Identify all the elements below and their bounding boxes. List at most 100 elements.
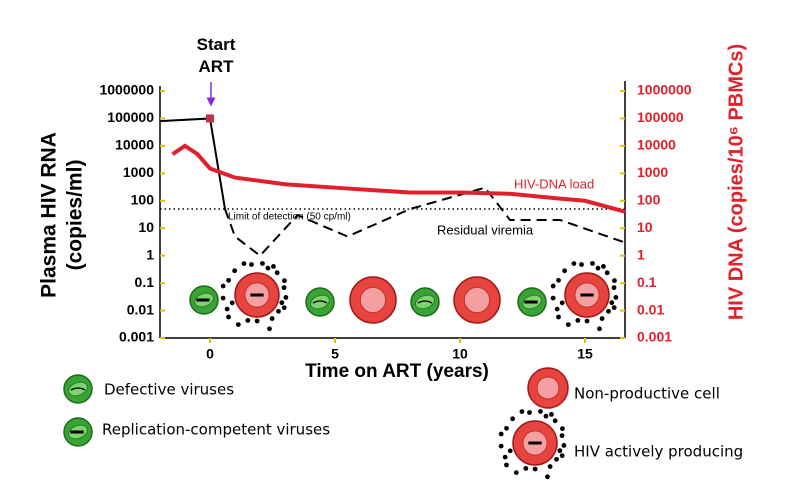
x-tick-label: 15 bbox=[577, 346, 593, 362]
y2-tick-label: 100000 bbox=[637, 109, 684, 125]
y-tick-label: 0.001 bbox=[119, 329, 154, 345]
cell-legend-label: HIV actively producing bbox=[574, 443, 743, 461]
virion bbox=[552, 418, 558, 424]
virion bbox=[554, 456, 559, 462]
virion bbox=[235, 322, 241, 328]
series-label: Residual viremia bbox=[437, 222, 534, 237]
virion bbox=[562, 268, 568, 274]
start-art-line1: Start ART bbox=[197, 35, 236, 76]
genome bbox=[70, 387, 86, 391]
virion bbox=[502, 454, 508, 460]
y-axis-title: (copies/ml) bbox=[64, 160, 87, 271]
virion bbox=[549, 411, 554, 417]
y2-tick-label: 1000 bbox=[637, 164, 668, 180]
virion bbox=[560, 426, 565, 432]
virion bbox=[571, 261, 577, 267]
red-nucleus bbox=[463, 286, 491, 314]
virion bbox=[271, 263, 276, 269]
virion bbox=[226, 314, 231, 320]
start-marker bbox=[206, 114, 214, 123]
limit-label: Limit of detection (50 cp/ml) bbox=[228, 212, 351, 223]
virion bbox=[584, 318, 590, 324]
virion bbox=[498, 431, 504, 437]
virion bbox=[604, 270, 610, 276]
virion bbox=[599, 316, 605, 321]
virion bbox=[538, 409, 543, 414]
virion bbox=[282, 278, 287, 284]
y-tick-label: 10000 bbox=[115, 137, 154, 153]
y2-tick-label: 10 bbox=[637, 219, 653, 235]
series-label: HIV-DNA load bbox=[514, 176, 594, 191]
y2-tick-label: 1000000 bbox=[637, 82, 692, 98]
cell-legend-label: Non-productive cell bbox=[574, 385, 720, 403]
virion bbox=[269, 316, 275, 321]
virion bbox=[283, 295, 289, 300]
y-tick-label: 1000 bbox=[123, 164, 154, 180]
virion bbox=[249, 262, 254, 267]
virion bbox=[559, 433, 565, 439]
y-tick-label: 0.01 bbox=[127, 301, 154, 317]
virion bbox=[557, 448, 563, 454]
virion bbox=[532, 466, 538, 472]
virion bbox=[220, 283, 226, 289]
y-axis-title: Plasma HIV RNA bbox=[38, 132, 61, 298]
virion bbox=[606, 308, 611, 314]
virion bbox=[559, 453, 565, 459]
virion bbox=[547, 464, 553, 469]
genome bbox=[417, 300, 433, 304]
green-core bbox=[68, 381, 88, 397]
y-tick-label: 100 bbox=[131, 191, 155, 207]
y2-tick-label: 0.1 bbox=[637, 274, 657, 290]
virion bbox=[504, 462, 509, 468]
y-tick-label: 100000 bbox=[107, 109, 154, 125]
y2-tick-label: 10000 bbox=[637, 137, 676, 153]
virion bbox=[554, 306, 560, 312]
virion bbox=[229, 300, 235, 306]
virion bbox=[276, 308, 281, 314]
start-art-word: ART bbox=[199, 57, 235, 76]
virion bbox=[265, 265, 271, 271]
series-line bbox=[171, 143, 626, 214]
y2-tick-label: 100 bbox=[637, 191, 661, 207]
virion bbox=[513, 470, 519, 476]
genome bbox=[312, 300, 328, 304]
virion bbox=[611, 305, 617, 311]
x-tick-label: 10 bbox=[452, 346, 468, 362]
virion bbox=[510, 416, 516, 422]
virion bbox=[561, 443, 567, 448]
y2-axis-title: HIV DNA (copies/10⁶ PBMCs) bbox=[725, 44, 747, 320]
red-nucleus bbox=[536, 376, 560, 400]
start-art-word: Start bbox=[197, 35, 236, 54]
virion bbox=[575, 317, 581, 323]
virion bbox=[601, 263, 606, 269]
series-line bbox=[159, 117, 226, 210]
virion bbox=[254, 318, 260, 324]
virion bbox=[241, 261, 247, 267]
virion bbox=[260, 261, 265, 266]
virion bbox=[556, 314, 561, 320]
virion bbox=[613, 295, 619, 300]
virion bbox=[507, 448, 513, 454]
x-tick-label: 0 bbox=[206, 346, 214, 362]
virion bbox=[279, 300, 285, 306]
x-tick-label: 5 bbox=[331, 346, 339, 362]
y-tick-label: 10 bbox=[138, 219, 154, 235]
virion bbox=[545, 474, 550, 480]
y2-tick-label: 0.01 bbox=[637, 301, 664, 317]
virion bbox=[595, 265, 601, 271]
virion bbox=[224, 306, 230, 312]
virion bbox=[281, 285, 287, 291]
cell-legend-label: Defective viruses bbox=[104, 381, 234, 399]
virion bbox=[245, 317, 251, 323]
virion bbox=[523, 465, 529, 471]
virion bbox=[565, 322, 571, 328]
virion bbox=[559, 300, 565, 306]
virion bbox=[543, 413, 549, 419]
virion bbox=[504, 425, 509, 431]
virion bbox=[550, 283, 556, 289]
virion bbox=[550, 295, 556, 301]
cell-legend-label: Replication-competent viruses bbox=[102, 421, 330, 439]
virion bbox=[597, 326, 602, 332]
y-tick-label: 1000000 bbox=[99, 82, 154, 98]
virion bbox=[267, 326, 272, 332]
